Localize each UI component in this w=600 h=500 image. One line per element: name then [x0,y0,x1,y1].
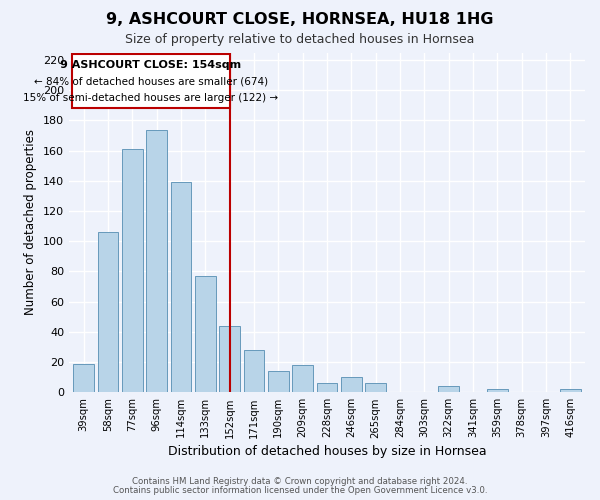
Text: 15% of semi-detached houses are larger (122) →: 15% of semi-detached houses are larger (… [23,94,278,104]
Text: 9, ASHCOURT CLOSE, HORNSEA, HU18 1HG: 9, ASHCOURT CLOSE, HORNSEA, HU18 1HG [106,12,494,28]
Text: Size of property relative to detached houses in Hornsea: Size of property relative to detached ho… [125,32,475,46]
Bar [122,149,143,392]
Bar [220,326,240,392]
FancyBboxPatch shape [71,54,230,108]
Bar [341,377,362,392]
Bar [244,350,265,393]
X-axis label: Distribution of detached houses by size in Hornsea: Distribution of detached houses by size … [168,444,487,458]
Bar [195,276,216,392]
Bar [98,232,118,392]
Bar [560,390,581,392]
Y-axis label: Number of detached properties: Number of detached properties [25,130,37,316]
Bar [292,365,313,392]
Text: Contains HM Land Registry data © Crown copyright and database right 2024.: Contains HM Land Registry data © Crown c… [132,477,468,486]
Bar [73,364,94,392]
Bar [170,182,191,392]
Bar [439,386,459,392]
Text: Contains public sector information licensed under the Open Government Licence v3: Contains public sector information licen… [113,486,487,495]
Bar [487,390,508,392]
Text: 9 ASHCOURT CLOSE: 154sqm: 9 ASHCOURT CLOSE: 154sqm [60,60,241,70]
Bar [146,130,167,392]
Bar [365,384,386,392]
Text: ← 84% of detached houses are smaller (674): ← 84% of detached houses are smaller (67… [34,76,268,86]
Bar [317,384,337,392]
Bar [268,371,289,392]
